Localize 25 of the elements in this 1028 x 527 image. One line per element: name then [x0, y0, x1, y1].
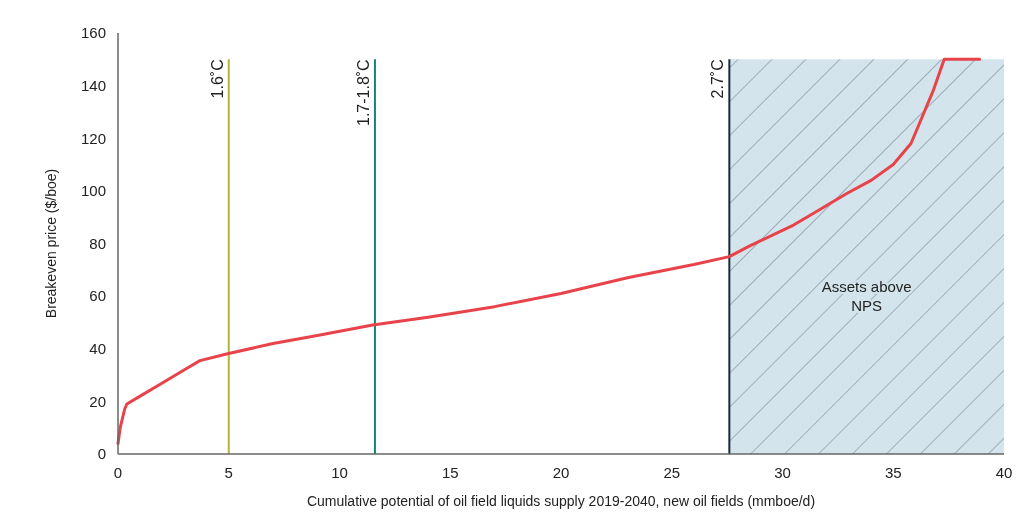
y-tick-label: 160	[80, 24, 106, 42]
y-tick-label: 100	[80, 182, 106, 200]
ref-line-label: 1.6˚C	[208, 59, 226, 99]
x-tick-label: 0	[113, 464, 123, 481]
x-tick-label: 5	[224, 464, 233, 481]
y-tick-label: 120	[80, 129, 106, 147]
y-tick-label: 20	[89, 392, 106, 410]
line-series	[116, 57, 982, 445]
y-tick-label: 0	[97, 445, 106, 463]
x-tick-label: 40	[995, 464, 1013, 481]
x-tick-label: 30	[774, 464, 791, 481]
x-tick-label: 20	[552, 464, 570, 481]
band-label: Assets above NPS	[821, 278, 912, 315]
ref-line-label: 1.7-1.8˚C	[354, 59, 372, 127]
ref-line-label: 2.7˚C	[709, 59, 727, 99]
y-tick-label: 80	[89, 234, 106, 252]
x-tick-label: 35	[884, 464, 902, 481]
x-tick-label: 15	[441, 464, 459, 481]
y-axis-title: Breakeven price ($/boe)	[43, 168, 59, 319]
x-tick-label: 10	[331, 464, 348, 481]
y-tick-label: 40	[89, 340, 106, 357]
y-tick-label: 140	[80, 76, 106, 94]
y-tick-label: 60	[89, 287, 106, 305]
x-tick-label: 25	[663, 464, 681, 481]
x-axis-title: Cumulative potential of oil field liquids supply 2019-2040, new oil fields (mmboe/d)	[306, 493, 816, 509]
